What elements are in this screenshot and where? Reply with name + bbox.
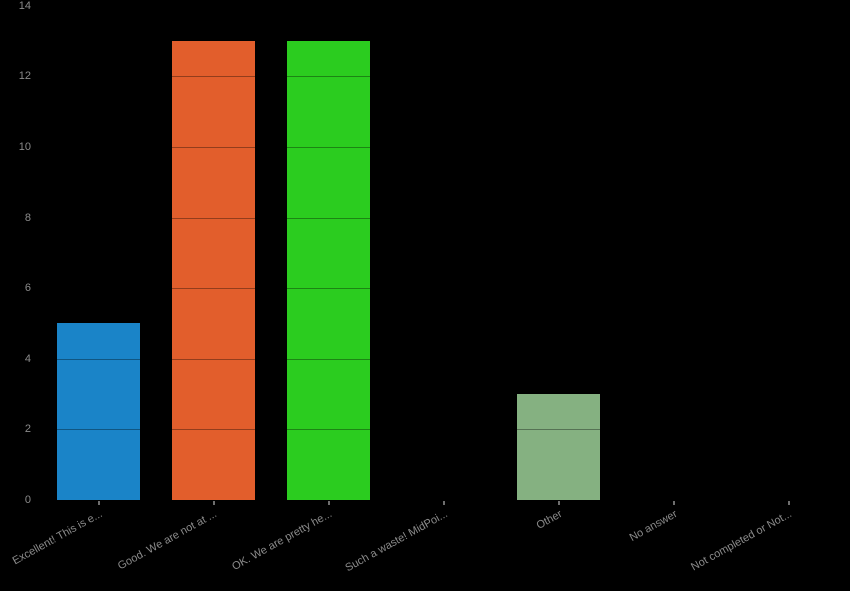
- bar: [172, 41, 255, 500]
- y-tick-label: 4: [24, 353, 31, 365]
- x-tick-label: Other: [534, 508, 565, 532]
- x-tick-mark: [97, 501, 100, 505]
- y-tick-label: 6: [24, 282, 31, 294]
- y-tick-label: 14: [18, 0, 31, 12]
- x-tick-mark: [672, 501, 675, 505]
- y-tick-label: 0: [24, 494, 31, 506]
- y-tick-label: 8: [24, 212, 31, 224]
- y-tick-label: 10: [18, 141, 31, 153]
- gridline: [41, 429, 846, 430]
- x-tick-mark: [557, 501, 560, 505]
- x-tick-label: Good. We are not at ...: [116, 508, 220, 573]
- gridline: [41, 359, 846, 360]
- gridline: [41, 147, 846, 148]
- x-tick-label: OK. We are pretty he...: [230, 508, 335, 573]
- gridline: [41, 76, 846, 77]
- gridline: [41, 6, 846, 7]
- x-tick-mark: [327, 501, 330, 505]
- y-tick-label: 2: [24, 423, 31, 435]
- gridline: [41, 288, 846, 289]
- x-tick-mark: [212, 501, 215, 505]
- x-tick-label: Such a waste! MidPoi...: [342, 508, 450, 575]
- bar: [287, 41, 370, 500]
- x-tick-label: No answer: [627, 508, 680, 544]
- x-tick-label: Excellent! This is e...: [10, 508, 105, 568]
- x-tick-mark: [442, 501, 445, 505]
- y-tick-label: 12: [18, 70, 31, 82]
- gridline: [41, 218, 846, 219]
- bar: [57, 323, 140, 500]
- bar: [517, 394, 600, 500]
- x-tick-mark: [787, 501, 790, 505]
- x-tick-label: Not completed or Not...: [689, 508, 795, 574]
